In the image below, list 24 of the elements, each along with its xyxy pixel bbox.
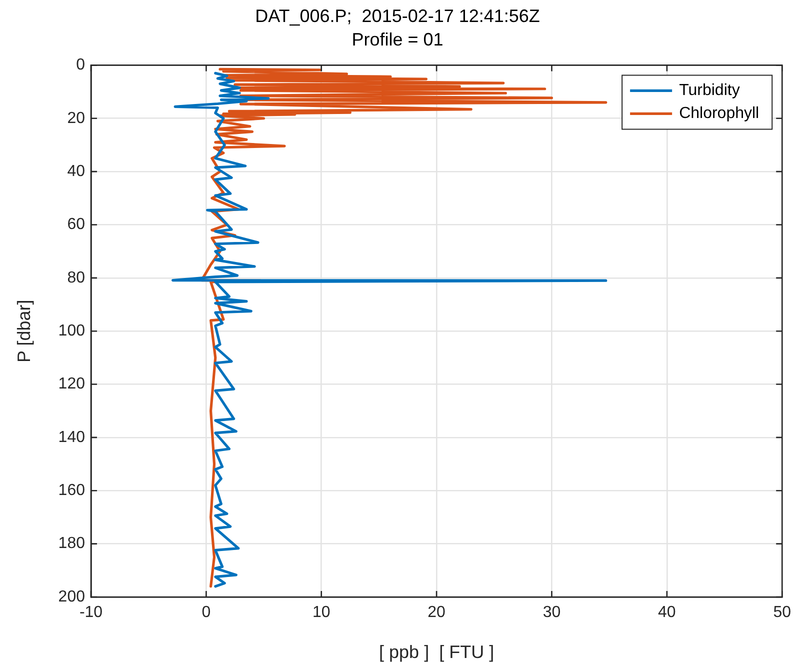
x-tick-label: 50 — [773, 604, 792, 622]
y-tick-label: 60 — [67, 216, 86, 234]
y-tick-label: 40 — [67, 162, 86, 180]
y-tick-label: 160 — [58, 482, 86, 500]
y-tick-label: 80 — [67, 269, 86, 286]
y-tick-label: 0 — [76, 56, 86, 74]
y-tick-label: 120 — [58, 376, 86, 393]
legend-label: Turbidity — [679, 82, 740, 100]
legend-label: Chlorophyll — [679, 105, 760, 122]
y-tick-label: 200 — [58, 588, 86, 606]
chart-subtitle: Profile = 01 — [352, 29, 444, 50]
x-tick-label: 0 — [202, 604, 211, 622]
chart-title: DAT_006.P; 2015-02-17 12:41:56Z — [255, 6, 540, 26]
y-tick-label: 100 — [58, 322, 86, 340]
y-tick-label: 20 — [67, 110, 86, 127]
y-tick-label: 180 — [58, 535, 86, 552]
x-tick-label: 40 — [658, 604, 676, 622]
x-tick-label: 10 — [312, 604, 330, 622]
x-tick-label: 30 — [542, 604, 561, 622]
x-tick-label: -10 — [79, 604, 103, 622]
y-axis-title: P [dbar] — [14, 300, 34, 362]
y-tick-label: 140 — [58, 428, 86, 446]
x-tick-label: 20 — [428, 604, 446, 622]
x-axis-title: [ ppb ] [ FTU ] — [379, 642, 494, 662]
